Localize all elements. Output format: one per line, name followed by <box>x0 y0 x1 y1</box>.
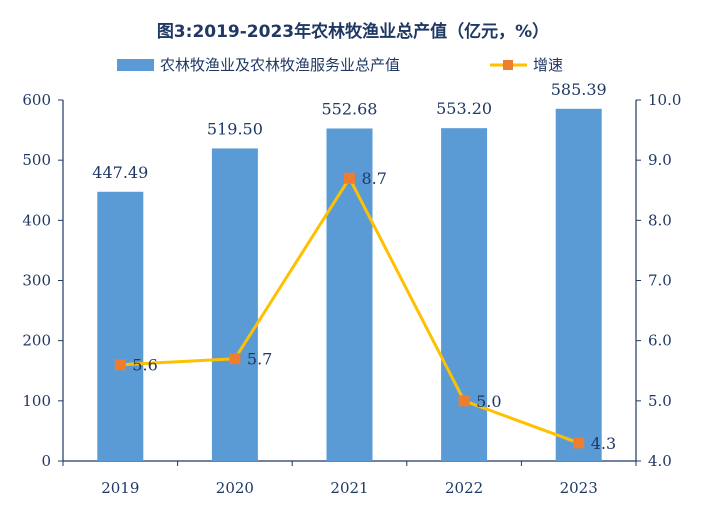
line-data-label: 5.7 <box>247 350 272 369</box>
right-y-tick-label: 6.0 <box>648 332 672 350</box>
line-data-labels: 5.6 5.7 8.7 5.0 4.3 <box>132 169 616 453</box>
x-tick-label: 2022 <box>445 479 483 497</box>
bar-data-label: 447.49 <box>92 163 148 182</box>
bar-data-label: 552.68 <box>322 99 378 118</box>
line-point-marker <box>458 395 470 407</box>
bar <box>555 108 602 462</box>
line-point-marker <box>573 437 585 449</box>
legend-swatch-bar <box>117 59 154 71</box>
bar-data-label: 553.20 <box>436 99 492 118</box>
left-y-tick-label: 200 <box>22 332 51 350</box>
line-data-label: 5.6 <box>132 356 157 375</box>
line-data-label: 5.0 <box>476 392 501 411</box>
legend-label-bar: 农林牧渔业及农林牧渔服务业总产值 <box>160 56 400 74</box>
line-point-marker <box>229 353 241 365</box>
left-y-tick-label: 100 <box>22 392 51 410</box>
bar-data-label: 585.39 <box>551 80 607 99</box>
chart-axes: 0 100 200 300 400 500 600 4.0 5.0 6.0 7.0 8.0 9.0 10.… <box>22 91 681 497</box>
right-y-tick-label: 4.0 <box>648 452 672 470</box>
line-series <box>114 172 585 449</box>
line-point-marker <box>114 359 126 371</box>
legend-label-line: 增速 <box>533 56 563 74</box>
right-y-tick-label: 10.0 <box>648 91 681 109</box>
left-y-tick-label: 300 <box>22 272 51 290</box>
right-y-tick-label: 5.0 <box>648 392 672 410</box>
left-y-tick-label: 600 <box>22 91 51 109</box>
left-y-tick-label: 500 <box>22 151 51 169</box>
bar-series <box>97 108 602 462</box>
chart-title: 图3:2019-2023年农林牧渔业总产值（亿元，%） <box>157 21 549 42</box>
line-data-label: 4.3 <box>591 434 616 453</box>
x-tick-label: 2021 <box>330 479 368 497</box>
right-y-tick-label: 7.0 <box>648 272 672 290</box>
bar <box>211 148 258 461</box>
bar <box>97 191 144 461</box>
left-y-tick-label: 0 <box>41 452 51 470</box>
x-tick-label: 2020 <box>216 479 254 497</box>
line-point-marker <box>344 172 355 184</box>
bar-data-labels: 447.49 519.50 552.68 553.20 585.39 <box>92 80 606 182</box>
right-y-tick-label: 9.0 <box>648 151 672 169</box>
bar <box>326 128 373 461</box>
bar <box>441 128 488 461</box>
chart-legend: 农林牧渔业及农林牧渔服务业总产值 增速 <box>117 56 563 74</box>
line-data-label: 8.7 <box>362 169 387 188</box>
right-y-tick-label: 8.0 <box>648 211 672 229</box>
x-tick-label: 2023 <box>560 479 598 497</box>
legend-swatch-marker <box>503 60 513 70</box>
left-y-tick-label: 400 <box>22 211 51 229</box>
x-tick-label: 2019 <box>101 479 139 497</box>
bar-data-label: 519.50 <box>207 119 263 138</box>
